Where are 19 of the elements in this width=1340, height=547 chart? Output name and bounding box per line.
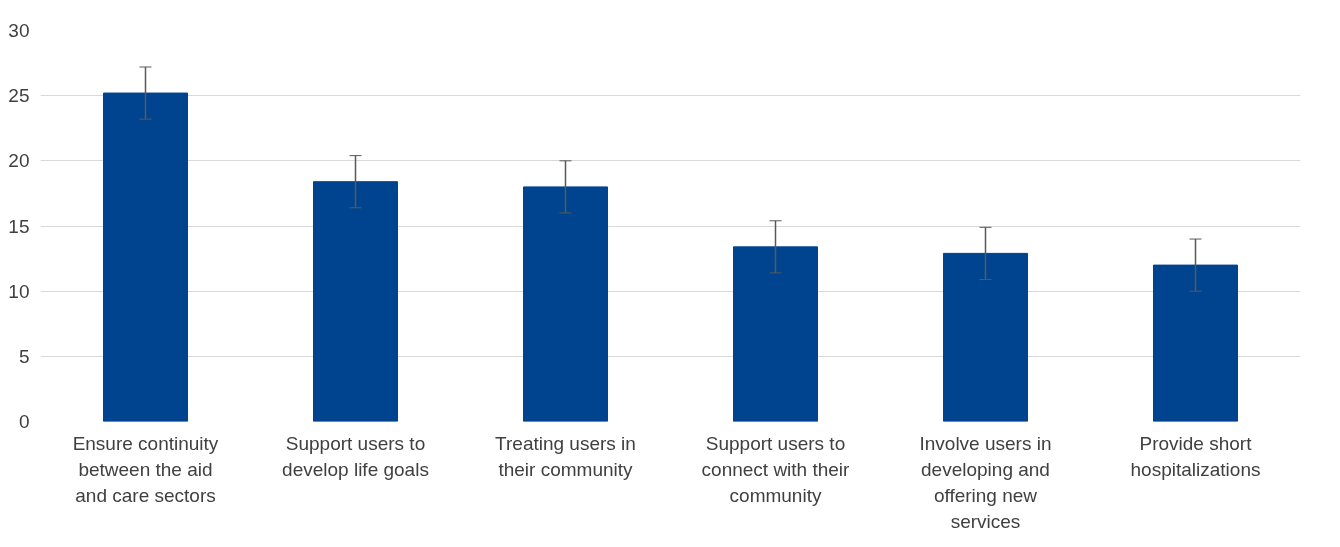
bar xyxy=(103,92,188,422)
y-tick-label: 20 xyxy=(8,150,30,172)
y-tick-label: 10 xyxy=(8,280,30,302)
x-tick-label: Support users to develop life goals xyxy=(282,432,429,480)
bar xyxy=(313,181,398,422)
y-tick-label: 25 xyxy=(8,85,30,107)
x-tick-label: Ensure continuity between the aid and care sectors xyxy=(72,432,219,506)
x-tick-label: Treating users in their community xyxy=(495,432,636,480)
x-tick-label: Support users to connect with their community xyxy=(701,432,851,506)
y-tick-label: 5 xyxy=(18,345,30,367)
bar xyxy=(1153,264,1238,422)
y-tick-label: 30 xyxy=(8,20,30,41)
bar xyxy=(943,252,1028,422)
y-tick-label: 15 xyxy=(8,215,30,237)
x-tick-label: Provide short hospitalizations xyxy=(1130,432,1261,480)
bar xyxy=(523,186,608,422)
bar xyxy=(733,246,818,422)
y-tick-label: 0 xyxy=(18,411,30,432)
x-tick-label: Involve users in developing and offering new services xyxy=(919,432,1052,533)
